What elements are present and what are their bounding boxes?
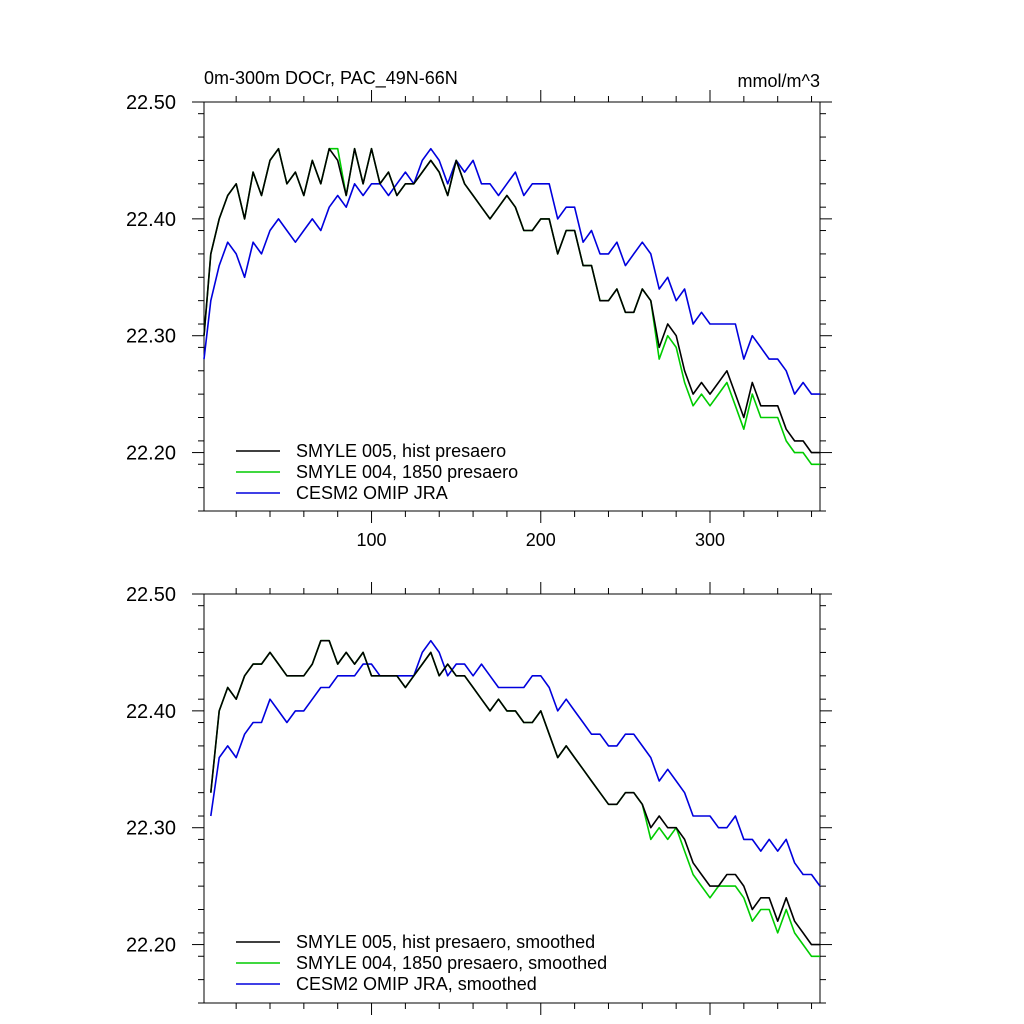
y-tick-label: 22.30: [126, 818, 176, 840]
legend-label: SMYLE 004, 1850 presaero, smoothed: [296, 953, 607, 973]
series-line: [210, 639, 820, 946]
legend-label: SMYLE 005, hist presaero: [296, 441, 506, 461]
x-tick-label: 300: [695, 530, 725, 550]
plot-frame: [203, 101, 821, 512]
y-tick-label: 22.40: [126, 701, 176, 723]
x-tick-label: 200: [526, 530, 556, 550]
panel-title: 0m-300m DOCr, PAC_49N-66N: [204, 68, 458, 89]
legend-label: SMYLE 004, 1850 presaero: [296, 462, 518, 482]
y-tick-label: 22.50: [126, 92, 176, 114]
legend-label: CESM2 OMIP JRA, smoothed: [296, 974, 537, 994]
series-line: [203, 147, 820, 466]
x-tick-label: 100: [357, 530, 387, 550]
units-label: mmol/m^3: [738, 71, 820, 91]
y-tick-label: 22.20: [126, 443, 176, 465]
legend-label: SMYLE 005, hist presaero, smoothed: [296, 932, 595, 952]
legend-label: CESM2 OMIP JRA: [296, 483, 448, 503]
series-line: [203, 147, 820, 395]
plot-frame: [203, 593, 821, 1004]
y-tick-label: 22.50: [126, 584, 176, 606]
y-tick-label: 22.40: [126, 209, 176, 231]
top-panel: 100 200 300 22.20 22.30 22.40 22.50 SMYLE 005, …: [126, 90, 832, 550]
series-line: [210, 639, 821, 887]
y-tick-label: 22.30: [126, 326, 176, 348]
bottom-panel: 22.20 22.30 22.40 22.50 SMYLE 005, hist pres…: [126, 582, 832, 1015]
series-line: [203, 147, 820, 454]
y-tick-label: 22.20: [126, 935, 176, 957]
